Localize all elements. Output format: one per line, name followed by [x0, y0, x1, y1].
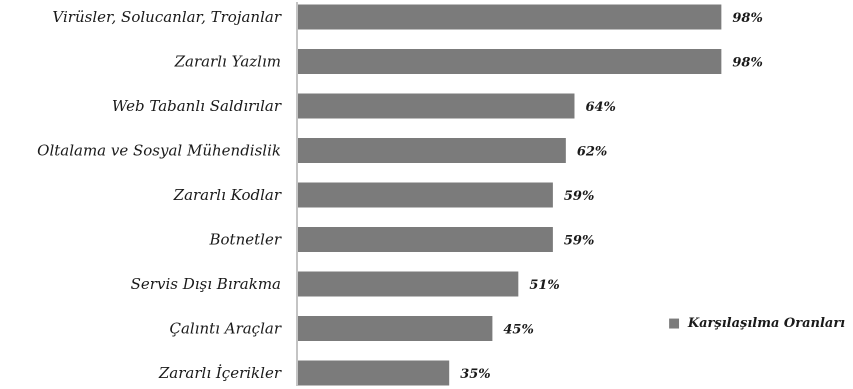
bar-5: [298, 227, 553, 252]
value-label-7: 45%: [503, 323, 533, 338]
category-label-6: Servis Dışı Bırakma: [131, 275, 281, 293]
category-label-7: Çalıntı Araçlar: [169, 320, 281, 338]
category-label-5: Botnetler: [209, 231, 282, 249]
category-label-0: Virüsler, Solucanlar, Trojanlar: [52, 8, 281, 26]
value-label-6: 51%: [529, 278, 559, 293]
bar-7: [298, 316, 493, 341]
category-labels-group: Virüsler, Solucanlar, Trojanlar Zararlı Y…: [37, 8, 282, 382]
value-label-1: 98%: [732, 56, 762, 71]
category-label-2: Web Tabanlı Saldırılar: [112, 97, 282, 115]
bar-2: [298, 93, 575, 119]
value-labels-group: 98% 98% 64% 62% 59% 59% 51% 45% 35%: [460, 11, 763, 382]
category-label-8: Zararlı İçerikler: [158, 364, 282, 382]
legend-label: ■ Karşılaşılma Oranları: [668, 316, 845, 331]
category-label-3: Oltalama ve Sosyal Mühendislik: [37, 142, 281, 160]
legend-marker: ■: [668, 316, 680, 331]
legend: ■ Karşılaşılma Oranları: [668, 316, 845, 331]
legend-series-name: Karşılaşılma Oranları: [687, 316, 845, 331]
value-label-8: 35%: [460, 367, 490, 382]
bar-4: [298, 182, 553, 208]
value-label-4: 59%: [564, 189, 594, 204]
value-label-2: 64%: [585, 100, 615, 115]
value-label-0: 98%: [732, 11, 762, 26]
category-label-4: Zararlı Kodlar: [173, 186, 282, 204]
bar-8: [298, 360, 450, 386]
bars-group: [298, 4, 722, 386]
value-label-3: 62%: [577, 145, 607, 160]
bar-0: [298, 4, 722, 30]
bar-1: [298, 49, 722, 74]
bar-3: [298, 138, 566, 163]
category-label-1: Zararlı Yazlım: [174, 53, 281, 71]
value-label-5: 59%: [564, 234, 594, 249]
bar-6: [298, 271, 519, 297]
